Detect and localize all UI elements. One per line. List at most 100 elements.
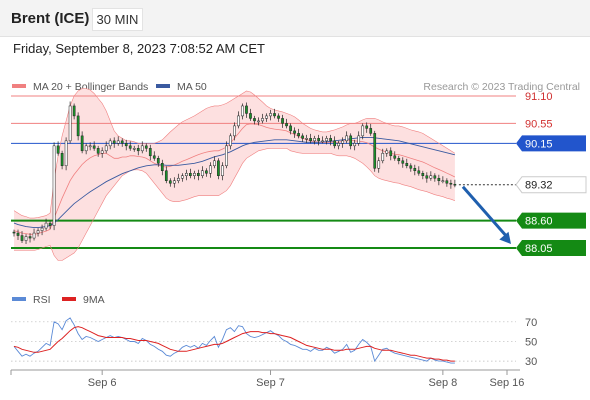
candle-body (233, 125, 236, 137)
candle-body (172, 180, 176, 184)
candle-body (16, 232, 20, 236)
forecast-arrow-head (499, 231, 511, 244)
candle-body (152, 155, 156, 159)
candle-body (377, 160, 381, 169)
candle-body (96, 148, 100, 154)
candle-body (237, 115, 240, 127)
candle-body (24, 236, 28, 241)
rsi-legend: RSI 9MA (12, 294, 105, 306)
candles (12, 101, 457, 245)
candle-body (337, 143, 341, 147)
candle-body (104, 145, 108, 152)
candle-body (397, 158, 401, 162)
rsi-tick-0: 70 (525, 317, 537, 329)
candle-body (60, 153, 64, 167)
candle-body (269, 113, 272, 117)
resistance-label-1: 90.55 (525, 118, 553, 130)
support-label-4: 88.60 (525, 216, 553, 228)
candle-body (317, 138, 320, 142)
candle-body (449, 182, 453, 185)
candle-body (80, 135, 84, 152)
candle-body (417, 170, 421, 174)
candle-body (385, 150, 389, 154)
candle-body (325, 138, 328, 142)
candle-body (168, 180, 172, 184)
candle-body (369, 128, 373, 134)
candle-body (309, 138, 312, 142)
candle-body (213, 160, 216, 167)
candle-body (160, 163, 164, 172)
candle-body (32, 232, 36, 239)
candle-body (209, 165, 212, 174)
ma50-line (13, 136, 456, 229)
candle-body (148, 148, 152, 157)
candle-body (373, 133, 377, 169)
timeframe-button[interactable]: 30 MIN (92, 8, 143, 31)
x-tick-label-3: Sep 16 (490, 377, 525, 389)
candle-body (225, 145, 228, 167)
chart-datetime: Friday, September 8, 2023 7:08:52 AM CET (13, 41, 265, 56)
candle-body (365, 125, 369, 129)
candle-body (305, 138, 308, 140)
legend-swatch-0 (12, 84, 26, 88)
candle-body (229, 135, 232, 147)
candle-body (381, 153, 385, 162)
legend-label-0: MA 20 + Bollinger Bands (33, 81, 148, 93)
candle-body (277, 115, 280, 119)
candle-body (100, 150, 104, 154)
bollinger-band-area (14, 88, 455, 261)
rsi-tick-2: 30 (525, 356, 537, 368)
candle-body (409, 165, 413, 169)
candle-body (445, 180, 449, 184)
rsi-ma-line (13, 326, 455, 362)
candle-body (116, 140, 120, 144)
candle-body (221, 165, 224, 176)
candle-body (120, 140, 124, 144)
candle-body (184, 172, 188, 176)
candle-body (293, 130, 296, 134)
legend-swatch-1 (156, 84, 170, 88)
candle-body (180, 175, 184, 179)
candle-body (265, 115, 268, 119)
instrument-title: Brent (ICE) (11, 10, 90, 27)
candle-body (353, 143, 357, 147)
candle-body (136, 148, 140, 152)
candle-body (257, 120, 260, 123)
candle-body (92, 145, 96, 149)
candle-body (321, 140, 324, 143)
candle-body (12, 231, 16, 234)
candle-body (64, 140, 68, 167)
candle-body (164, 170, 168, 181)
candle-body (421, 172, 425, 176)
candle-body (441, 180, 445, 182)
candle-body (189, 172, 192, 176)
x-axis: Sep 6 Sep 7 Sep 8 Sep 16 (10, 369, 525, 389)
candle-body (56, 145, 60, 154)
rsi-panel: 70 50 30 (11, 317, 537, 368)
candle-body (261, 118, 264, 122)
candle-body (28, 236, 32, 239)
candle-body (313, 138, 316, 142)
candle-body (453, 183, 457, 186)
candle-body (52, 145, 56, 226)
current-price-box (515, 176, 587, 194)
rsi-line (13, 317, 455, 364)
candle-body (193, 172, 196, 176)
candle-body (301, 135, 304, 139)
candle-body (40, 227, 44, 231)
candle-body (285, 123, 288, 127)
candle-body (128, 145, 132, 149)
candle-body (108, 140, 112, 147)
candle-body (357, 135, 361, 144)
candle-body (197, 172, 200, 176)
chart-header: Brent (ICE) 30 MIN (0, 0, 590, 37)
chart-credit: Research © 2023 Trading Central (423, 81, 580, 93)
candle-body (76, 115, 80, 137)
candle-body (401, 160, 405, 164)
candle-body (20, 235, 24, 241)
candle-body (217, 160, 220, 176)
candle-body (437, 177, 441, 181)
bollinger-upper-line (13, 88, 456, 219)
candle-body (333, 140, 336, 147)
